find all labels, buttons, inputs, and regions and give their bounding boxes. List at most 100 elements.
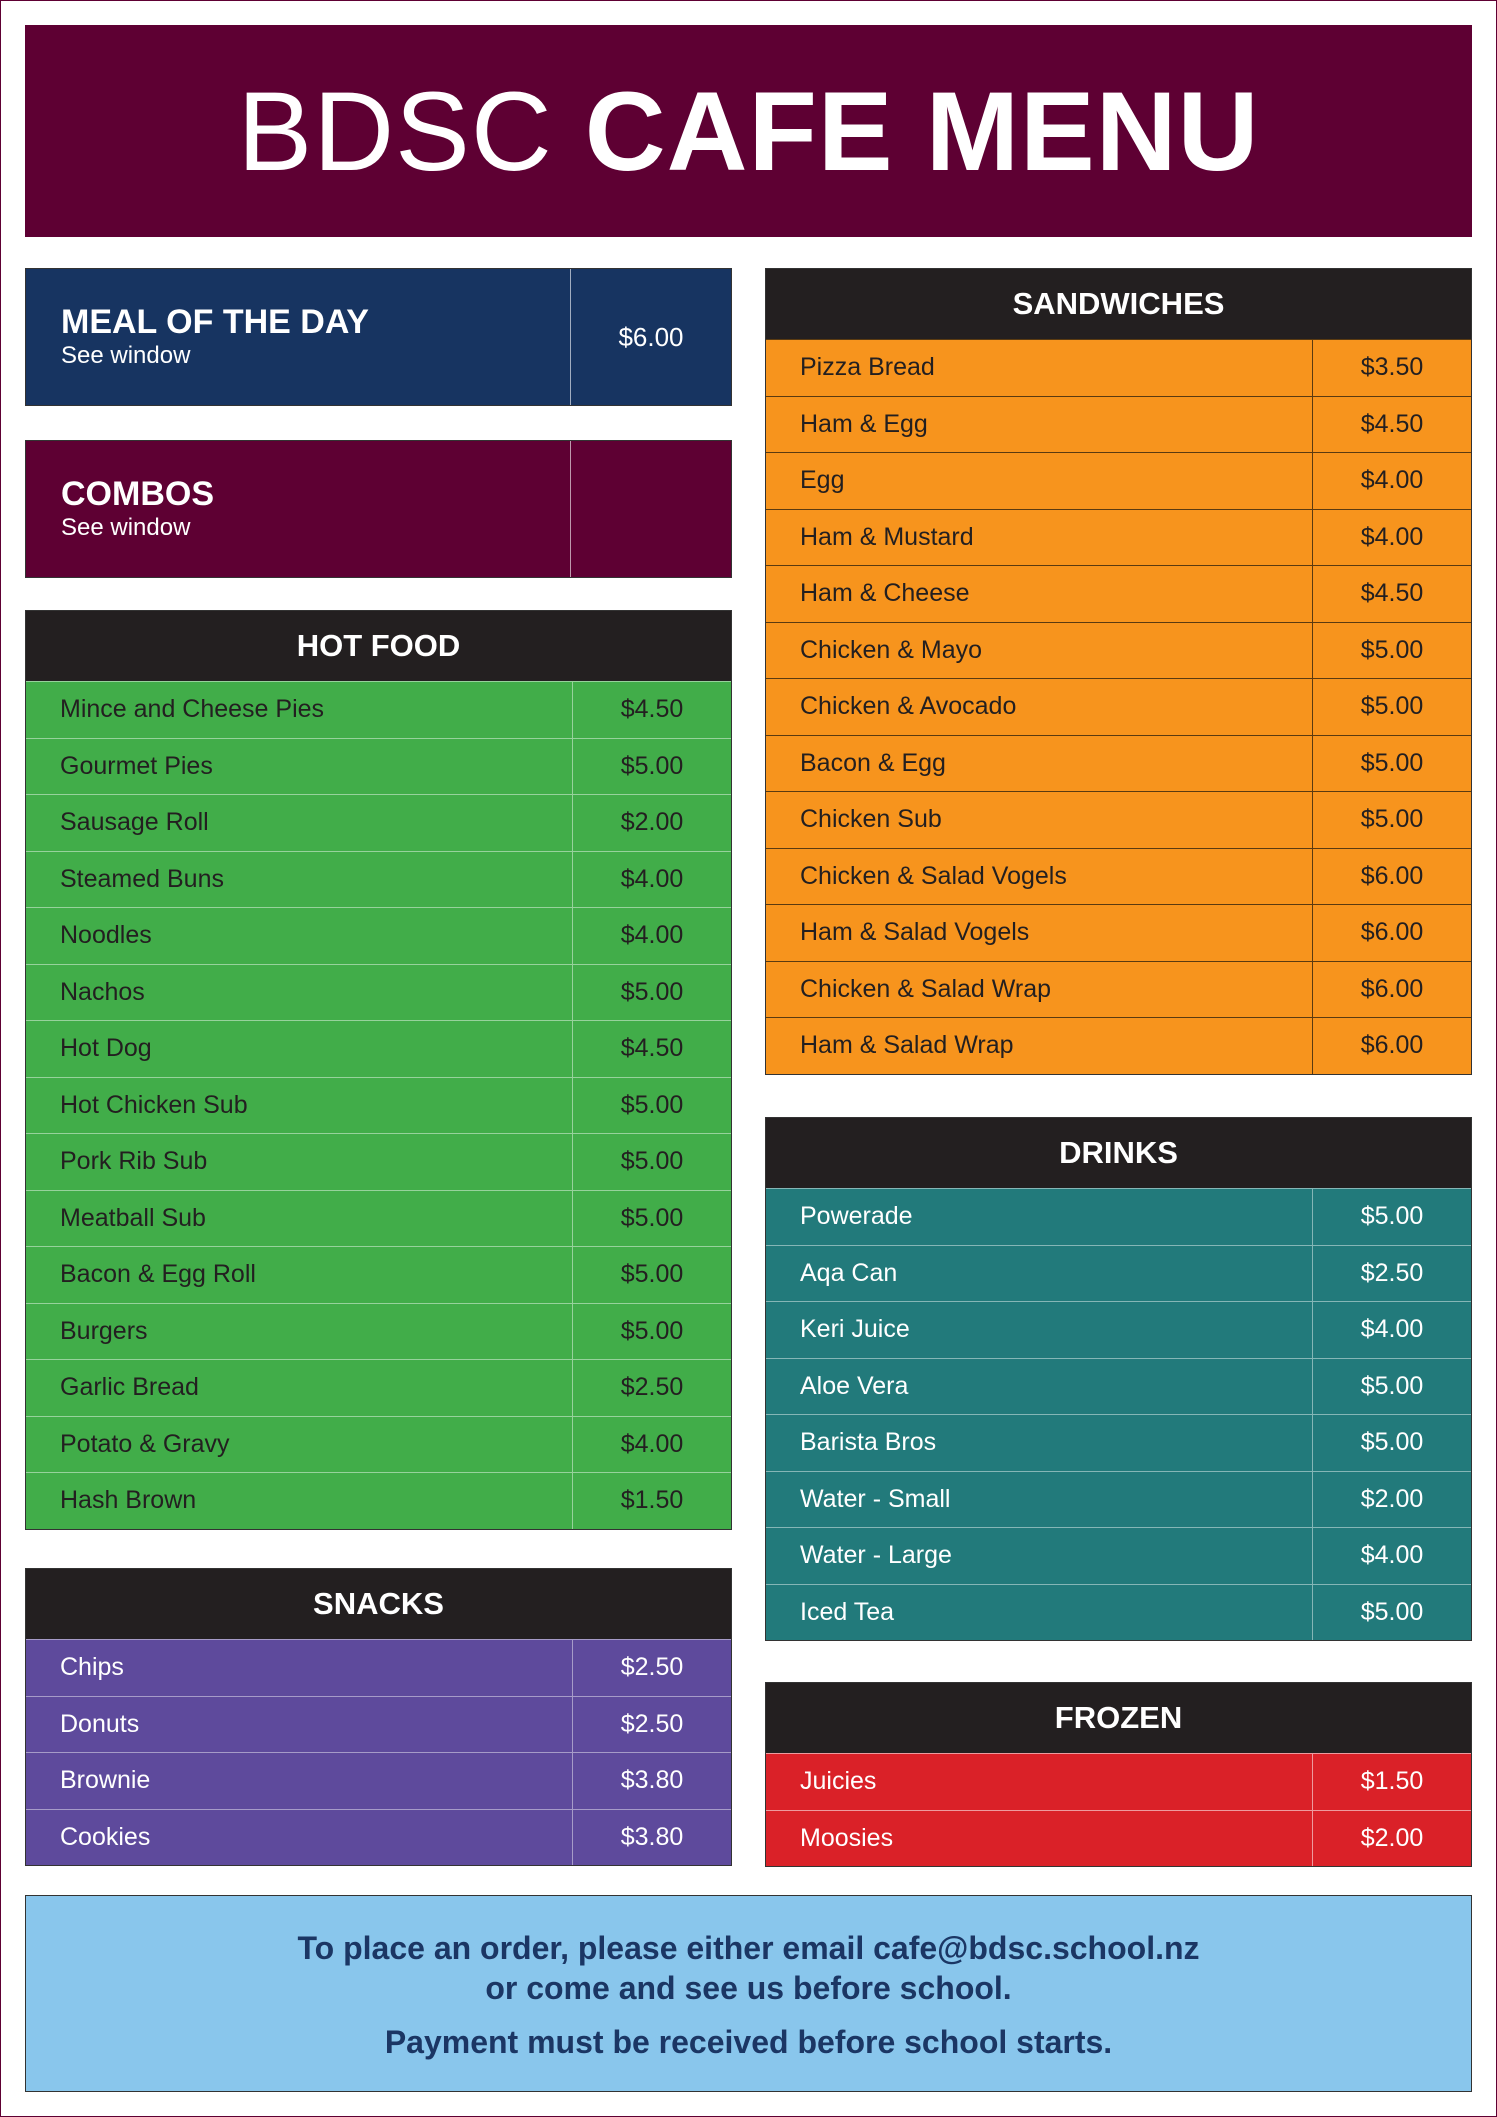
menu-item-row: Egg $4.00 [766, 452, 1471, 509]
menu-item-name: Hot Dog [60, 1034, 152, 1063]
snacks-list: Chips $2.50 Donuts $2.50 Brownie $3.80 Cookies… [26, 1639, 731, 1865]
menu-item-name: Pizza Bread [800, 353, 935, 382]
menu-item-price: $4.00 [1312, 1528, 1471, 1584]
banner-title-bold: CAFE MENU [584, 68, 1260, 194]
menu-item-row: Gourmet Pies $5.00 [26, 737, 731, 794]
menu-item-row: Donuts $2.50 [26, 1695, 731, 1752]
payment-notice: Payment must be received before school s… [384, 2024, 1113, 2060]
menu-item-price: $4.00 [572, 1416, 731, 1472]
sandwiches-section: SANDWICHES Pizza Bread $3.50 Ham & Egg $4.5… [765, 268, 1472, 1075]
menu-item-price: $2.00 [572, 795, 731, 851]
menu-item-price: $5.00 [572, 1247, 731, 1303]
menu-item-row: Aqa Can $2.50 [766, 1244, 1471, 1301]
menu-item-price: $4.00 [572, 908, 731, 964]
menu-item-row: Barista Bros $5.00 [766, 1414, 1471, 1471]
menu-item-price: $5.00 [1312, 1358, 1471, 1414]
frozen-header: FROZEN [766, 1683, 1471, 1753]
menu-item-name: Cookies [60, 1822, 151, 1851]
menu-item-price: $6.00 [1312, 848, 1471, 904]
frozen-section: FROZEN Juicies $1.50 Moosies $2.00 [765, 1682, 1472, 1867]
menu-item-price: $4.00 [1312, 1302, 1471, 1358]
sandwiches-header: SANDWICHES [766, 269, 1471, 339]
menu-item-price: $6.00 [1312, 905, 1471, 961]
sandwiches-list: Pizza Bread $3.50 Ham & Egg $4.50 Egg $4.00 Ha… [766, 339, 1471, 1074]
menu-item-name: Gourmet Pies [60, 751, 213, 780]
menu-item-price: $4.00 [1312, 453, 1471, 509]
menu-item-name: Sausage Roll [60, 808, 209, 837]
menu-item-name: Juicies [800, 1767, 877, 1796]
menu-item-name: Bacon & Egg Roll [60, 1260, 256, 1289]
menu-item-name: Water - Large [800, 1541, 952, 1570]
menu-item-price: $4.50 [572, 1021, 731, 1077]
menu-item-price: $5.00 [572, 1134, 731, 1190]
menu-item-price: $5.00 [572, 1303, 731, 1359]
order-info-footer: To place an order, please either email c… [25, 1895, 1472, 2092]
menu-item-price: $1.50 [1312, 1754, 1471, 1810]
menu-item-name: Meatball Sub [60, 1203, 206, 1232]
menu-item-price: $2.50 [1312, 1245, 1471, 1301]
menu-item-row: Juicies $1.50 [766, 1753, 1471, 1810]
menu-item-price: $5.00 [572, 964, 731, 1020]
menu-item-row: Ham & Salad Wrap $6.00 [766, 1017, 1471, 1074]
meal-of-the-day-title: MEAL OF THE DAY [61, 303, 369, 341]
menu-item-name: Keri Juice [800, 1315, 910, 1344]
menu-item-row: Water - Small $2.00 [766, 1470, 1471, 1527]
menu-item-price: $2.50 [572, 1640, 731, 1696]
menu-item-row: Burgers $5.00 [26, 1302, 731, 1359]
menu-item-price: $2.50 [572, 1360, 731, 1416]
menu-item-name: Ham & Cheese [800, 579, 970, 608]
meal-of-the-day-subtitle: See window [61, 342, 191, 369]
menu-item-name: Water - Small [800, 1484, 951, 1513]
menu-item-name: Chicken & Salad Wrap [800, 974, 1052, 1003]
menu-item-price: $5.00 [1312, 1415, 1471, 1471]
menu-item-row: Iced Tea $5.00 [766, 1583, 1471, 1640]
menu-item-row: Mince and Cheese Pies $4.50 [26, 681, 731, 738]
menu-item-name: Hot Chicken Sub [60, 1090, 248, 1119]
menu-item-name: Aloe Vera [800, 1371, 909, 1400]
menu-item-row: Noodles $4.00 [26, 907, 731, 964]
menu-item-name: Donuts [60, 1709, 140, 1738]
menu-item-name: Ham & Salad Wrap [800, 1031, 1014, 1060]
menu-item-row: Moosies $2.00 [766, 1809, 1471, 1866]
drinks-section: DRINKS Powerade $5.00 Aqa Can $2.50 Keri Jui… [765, 1117, 1472, 1641]
combos-subtitle: See window [61, 514, 191, 541]
menu-item-row: Chicken & Mayo $5.00 [766, 621, 1471, 678]
banner-title-light: BDSC [237, 68, 553, 194]
frozen-list: Juicies $1.50 Moosies $2.00 [766, 1753, 1471, 1866]
menu-item-row: Chips $2.50 [26, 1639, 731, 1696]
menu-item-price: $2.00 [1312, 1471, 1471, 1527]
menu-item-price: $4.00 [572, 851, 731, 907]
menu-item-price: $2.50 [572, 1696, 731, 1752]
menu-item-name: Iced Tea [800, 1597, 895, 1626]
menu-item-name: Pork Rib Sub [60, 1147, 208, 1176]
menu-item-row: Hot Dog $4.50 [26, 1020, 731, 1077]
menu-item-name: Hash Brown [60, 1486, 197, 1515]
meal-of-the-day-panel: MEAL OF THE DAY See window $6.00 [25, 268, 732, 406]
menu-item-row: Ham & Cheese $4.50 [766, 565, 1471, 622]
menu-item-row: Brownie $3.80 [26, 1752, 731, 1809]
menu-item-row: Bacon & Egg Roll $5.00 [26, 1246, 731, 1303]
menu-item-name: Potato & Gravy [60, 1429, 230, 1458]
menu-item-name: Chicken & Mayo [800, 635, 983, 664]
menu-item-name: Moosies [800, 1823, 894, 1852]
menu-item-row: Ham & Mustard $4.00 [766, 508, 1471, 565]
menu-item-name: Ham & Salad Vogels [800, 918, 1030, 947]
menu-item-price: $4.00 [1312, 509, 1471, 565]
combos-panel: COMBOS See window [25, 440, 732, 578]
menu-item-price: $3.80 [572, 1809, 731, 1865]
menu-item-row: Cookies $3.80 [26, 1808, 731, 1865]
menu-item-name: Ham & Egg [800, 409, 928, 438]
drinks-header: DRINKS [766, 1118, 1471, 1188]
menu-item-price: $5.00 [1312, 679, 1471, 735]
menu-item-row: Aloe Vera $5.00 [766, 1357, 1471, 1414]
menu-item-row: Ham & Egg $4.50 [766, 395, 1471, 452]
combos-title: COMBOS [61, 475, 214, 513]
menu-item-row: Meatball Sub $5.00 [26, 1189, 731, 1246]
menu-item-row: Powerade $5.00 [766, 1188, 1471, 1245]
menu-item-row: Chicken & Salad Vogels $6.00 [766, 847, 1471, 904]
menu-item-row: Garlic Bread $2.50 [26, 1359, 731, 1416]
combos-price [570, 441, 731, 577]
menu-item-price: $5.00 [572, 738, 731, 794]
menu-item-row: Potato & Gravy $4.00 [26, 1415, 731, 1472]
menu-item-price: $1.50 [572, 1473, 731, 1529]
